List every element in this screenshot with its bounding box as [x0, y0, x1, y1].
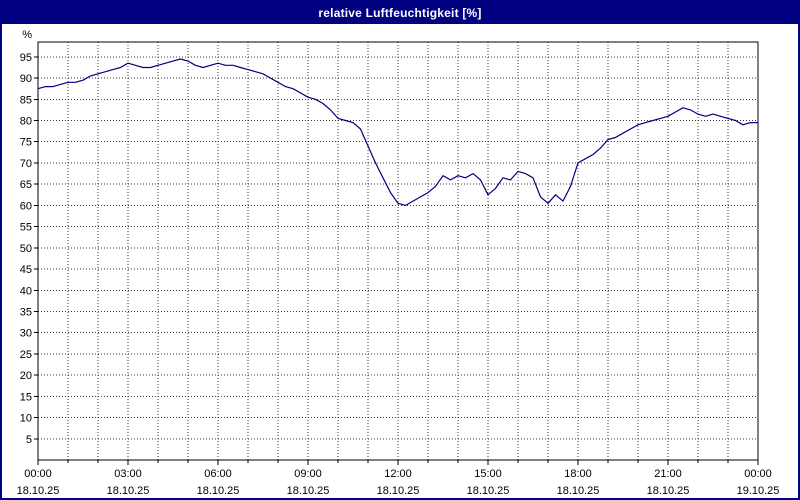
- svg-text:18:00: 18:00: [564, 468, 592, 480]
- svg-text:50: 50: [20, 243, 32, 255]
- svg-text:80: 80: [20, 116, 32, 128]
- svg-text:15: 15: [20, 391, 32, 403]
- chart-title: relative Luftfeuchtigkeit [%]: [318, 6, 482, 20]
- svg-text:18.10.25: 18.10.25: [377, 485, 420, 497]
- svg-text:03:00: 03:00: [114, 468, 142, 480]
- svg-text:%: %: [22, 29, 32, 41]
- svg-text:09:00: 09:00: [294, 468, 322, 480]
- svg-text:65: 65: [20, 179, 32, 191]
- svg-text:75: 75: [20, 137, 32, 149]
- svg-text:00:00: 00:00: [744, 468, 772, 480]
- svg-text:12:00: 12:00: [384, 468, 412, 480]
- svg-text:15:00: 15:00: [474, 468, 502, 480]
- svg-text:18.10.25: 18.10.25: [17, 485, 60, 497]
- svg-text:00:00: 00:00: [24, 468, 52, 480]
- svg-text:18.10.25: 18.10.25: [197, 485, 240, 497]
- svg-text:30: 30: [20, 328, 32, 340]
- svg-text:85: 85: [20, 94, 32, 106]
- svg-text:5: 5: [26, 434, 32, 446]
- svg-text:18.10.25: 18.10.25: [467, 485, 510, 497]
- svg-text:25: 25: [20, 349, 32, 361]
- chart-canvas: % 5 10 15 20 25 30 35 40 45 50 55 60 65 70 75 80 85 90 95 00…: [2, 24, 798, 498]
- svg-text:21:00: 21:00: [654, 468, 682, 480]
- svg-text:18.10.25: 18.10.25: [287, 485, 330, 497]
- svg-text:45: 45: [20, 264, 32, 276]
- svg-text:40: 40: [20, 285, 32, 297]
- svg-text:20: 20: [20, 370, 32, 382]
- svg-text:95: 95: [20, 52, 32, 64]
- title-bar: relative Luftfeuchtigkeit [%]: [2, 2, 798, 24]
- svg-text:19.10.25: 19.10.25: [737, 485, 780, 497]
- svg-text:90: 90: [20, 73, 32, 85]
- svg-text:06:00: 06:00: [204, 468, 232, 480]
- svg-text:18.10.25: 18.10.25: [107, 485, 150, 497]
- chart-area: % 5 10 15 20 25 30 35 40 45 50 55 60 65 70 75 80 85 90 95 00…: [2, 24, 798, 498]
- svg-text:18.10.25: 18.10.25: [557, 485, 600, 497]
- svg-text:18.10.25: 18.10.25: [647, 485, 690, 497]
- svg-text:10: 10: [20, 413, 32, 425]
- svg-text:35: 35: [20, 306, 32, 318]
- svg-text:55: 55: [20, 222, 32, 234]
- svg-text:70: 70: [20, 158, 32, 170]
- svg-text:60: 60: [20, 200, 32, 212]
